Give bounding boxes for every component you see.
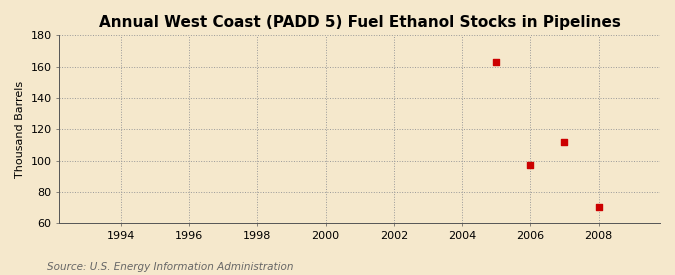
- Point: [491, 60, 502, 64]
- Point: [593, 205, 604, 210]
- Y-axis label: Thousand Barrels: Thousand Barrels: [15, 81, 25, 178]
- Title: Annual West Coast (PADD 5) Fuel Ethanol Stocks in Pipelines: Annual West Coast (PADD 5) Fuel Ethanol …: [99, 15, 620, 30]
- Point: [559, 139, 570, 144]
- Point: [525, 163, 536, 167]
- Text: Source: U.S. Energy Information Administration: Source: U.S. Energy Information Administ…: [47, 262, 294, 272]
